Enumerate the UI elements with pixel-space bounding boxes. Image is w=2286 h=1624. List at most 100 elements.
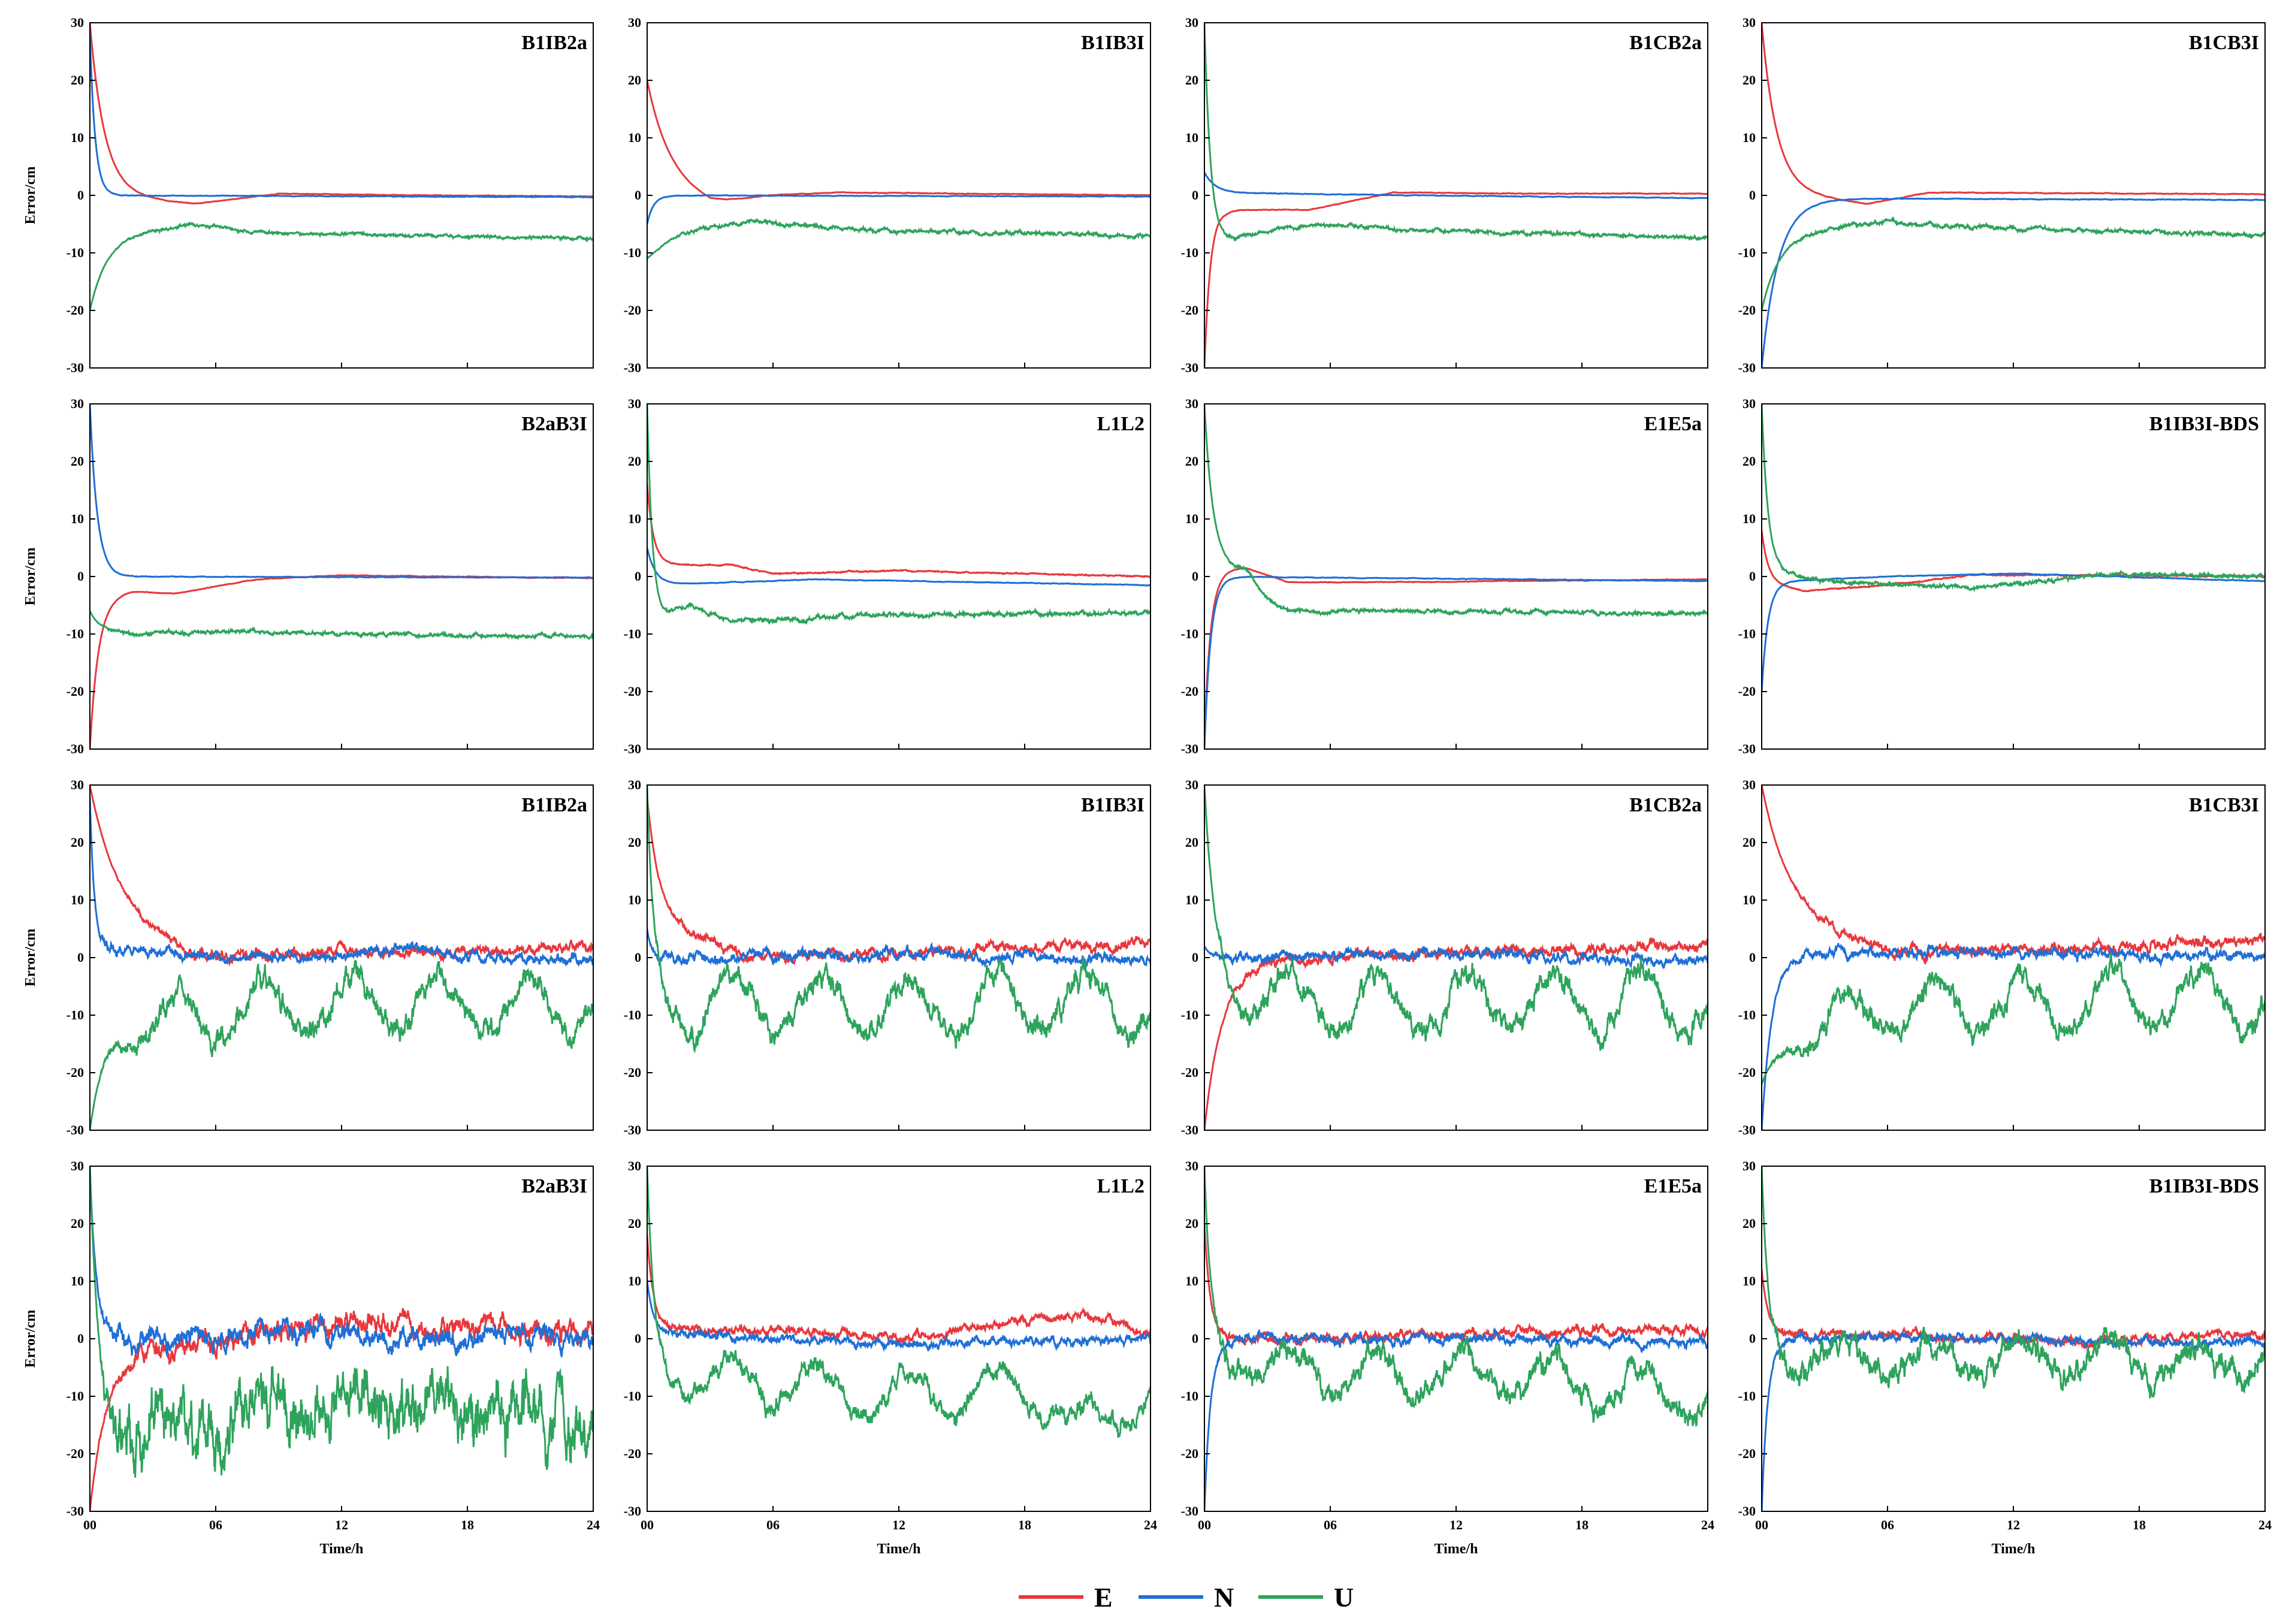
series-line-n bbox=[1762, 943, 2265, 1130]
x-tick-label: 06 bbox=[209, 1517, 222, 1532]
y-tick-label: 20 bbox=[1743, 454, 1756, 469]
x-tick-label: 24 bbox=[1144, 1517, 1157, 1532]
panel-title: B1IB3I-BDS bbox=[2149, 1175, 2259, 1197]
panel-title: B1CB2a bbox=[1629, 794, 1702, 816]
y-axis-label: Error/cm bbox=[23, 167, 38, 225]
panel-title: B1IB2a bbox=[521, 794, 587, 816]
y-tick-label: -10 bbox=[67, 245, 84, 260]
x-tick-label: 24 bbox=[1701, 1517, 1714, 1532]
y-axis-label: Error/cm bbox=[23, 1310, 38, 1368]
subplot: 30 20 10 0 -10 -20 -30 B1CB2a bbox=[1181, 777, 1708, 1137]
y-tick-label: 0 bbox=[77, 1331, 84, 1346]
y-tick-label: 30 bbox=[71, 396, 84, 411]
panel-title: B1IB2a bbox=[521, 32, 587, 54]
y-tick-label: -20 bbox=[67, 1446, 84, 1461]
y-tick-label: 0 bbox=[1192, 1331, 1198, 1346]
y-tick-label: 0 bbox=[1749, 569, 1756, 584]
y-tick-label: -20 bbox=[67, 303, 84, 318]
subplot: 30 20 10 0 -10 -20 -30 B1IB3I-BDS bbox=[1738, 396, 2266, 756]
y-tick-label: 30 bbox=[1185, 1158, 1198, 1173]
series-line-e bbox=[90, 785, 593, 967]
x-axis-label: Time/h bbox=[1435, 1541, 1478, 1557]
y-tick-label: -10 bbox=[1181, 1007, 1198, 1022]
series-line-e bbox=[90, 574, 593, 749]
series-line-e bbox=[647, 80, 1150, 201]
series-line-u bbox=[647, 404, 1150, 626]
y-tick-label: 0 bbox=[1192, 950, 1198, 965]
series-line-u bbox=[647, 1166, 1150, 1438]
y-tick-label: 10 bbox=[71, 1273, 84, 1288]
y-tick-label: 30 bbox=[1743, 1158, 1756, 1173]
series-line-n bbox=[1204, 575, 1708, 749]
legend-label-u: U bbox=[1334, 1582, 1354, 1613]
y-tick-label: -30 bbox=[1738, 360, 1756, 375]
y-tick-label: -10 bbox=[1738, 1388, 1756, 1403]
y-tick-label: 0 bbox=[1749, 950, 1756, 965]
series-line-u bbox=[1762, 216, 2265, 311]
y-tick-label: -30 bbox=[624, 360, 641, 375]
series-line-u bbox=[90, 1166, 593, 1478]
series-line-e bbox=[647, 1235, 1150, 1345]
y-tick-label: 20 bbox=[628, 73, 641, 87]
y-tick-label: -20 bbox=[67, 1065, 84, 1080]
y-tick-label: 0 bbox=[635, 1331, 641, 1346]
x-axis-label: Time/h bbox=[320, 1541, 364, 1557]
series-line-e bbox=[647, 796, 1150, 965]
subplot: 30 20 10 0 -10 -20 -30 E1E5a bbox=[1181, 396, 1708, 756]
y-tick-label: -10 bbox=[67, 1388, 84, 1403]
y-tick-label: 30 bbox=[71, 15, 84, 30]
y-tick-label: -30 bbox=[67, 360, 84, 375]
series-line-n bbox=[90, 404, 593, 579]
subplot: 30 20 10 0 -10 -20 -30 B1IB3I bbox=[624, 777, 1151, 1137]
series-line-n bbox=[647, 547, 1150, 587]
series-line-e bbox=[1204, 191, 1708, 368]
x-tick-label: 00 bbox=[1198, 1517, 1211, 1532]
y-tick-label: 10 bbox=[1185, 511, 1198, 526]
x-tick-label: 24 bbox=[2258, 1517, 2272, 1532]
y-tick-label: 0 bbox=[635, 188, 641, 203]
y-tick-label: -30 bbox=[67, 1122, 84, 1137]
y-tick-label: 20 bbox=[71, 454, 84, 469]
y-axis-label: Error/cm bbox=[23, 548, 38, 606]
y-tick-label: 20 bbox=[71, 835, 84, 850]
y-tick-label: -10 bbox=[624, 1388, 641, 1403]
y-tick-label: -20 bbox=[1738, 684, 1756, 699]
y-tick-label: 20 bbox=[1185, 1216, 1198, 1231]
y-tick-label: -20 bbox=[1738, 1446, 1756, 1461]
series-line-n bbox=[90, 34, 593, 199]
y-tick-label: 30 bbox=[1185, 396, 1198, 411]
series-line-e bbox=[90, 23, 593, 205]
panel-title: E1E5a bbox=[1644, 413, 1702, 435]
y-tick-label: 20 bbox=[1185, 835, 1198, 850]
legend-label-e: E bbox=[1094, 1582, 1113, 1613]
y-tick-label: -10 bbox=[67, 1007, 84, 1022]
y-tick-label: 30 bbox=[1743, 777, 1756, 792]
subplot-panels: 30 20 10 0 -10 -20 -30 B1IB2a Error/cm 30 20 10 0 -10… bbox=[23, 15, 2272, 1557]
y-tick-label: -30 bbox=[1738, 1122, 1756, 1137]
series-line-e bbox=[90, 1308, 593, 1511]
series-line-n bbox=[647, 928, 1150, 968]
y-tick-label: 0 bbox=[77, 188, 84, 203]
x-tick-label: 00 bbox=[641, 1517, 654, 1532]
y-tick-label: 0 bbox=[77, 569, 84, 584]
y-tick-label: 30 bbox=[628, 1158, 641, 1173]
x-tick-label: 00 bbox=[83, 1517, 96, 1532]
y-tick-label: 20 bbox=[1743, 835, 1756, 850]
x-tick-label: 24 bbox=[587, 1517, 600, 1532]
series-line-u bbox=[90, 610, 593, 641]
series-line-n bbox=[1762, 197, 2265, 368]
y-tick-label: 10 bbox=[628, 892, 641, 907]
y-tick-label: -10 bbox=[1738, 245, 1756, 260]
x-tick-label: 12 bbox=[892, 1517, 905, 1532]
plot-frame bbox=[1761, 22, 2266, 369]
series-line-e bbox=[1204, 1223, 1708, 1347]
series-line-u bbox=[1762, 1166, 2265, 1399]
y-tick-label: 20 bbox=[71, 1216, 84, 1231]
x-tick-label: 18 bbox=[461, 1517, 474, 1532]
series-line-u bbox=[90, 221, 593, 311]
y-tick-label: -20 bbox=[1738, 1065, 1756, 1080]
y-tick-label: 30 bbox=[1185, 15, 1198, 30]
x-axis-label: Time/h bbox=[1992, 1541, 2036, 1557]
panel-title: B1IB3I-BDS bbox=[2149, 413, 2259, 435]
